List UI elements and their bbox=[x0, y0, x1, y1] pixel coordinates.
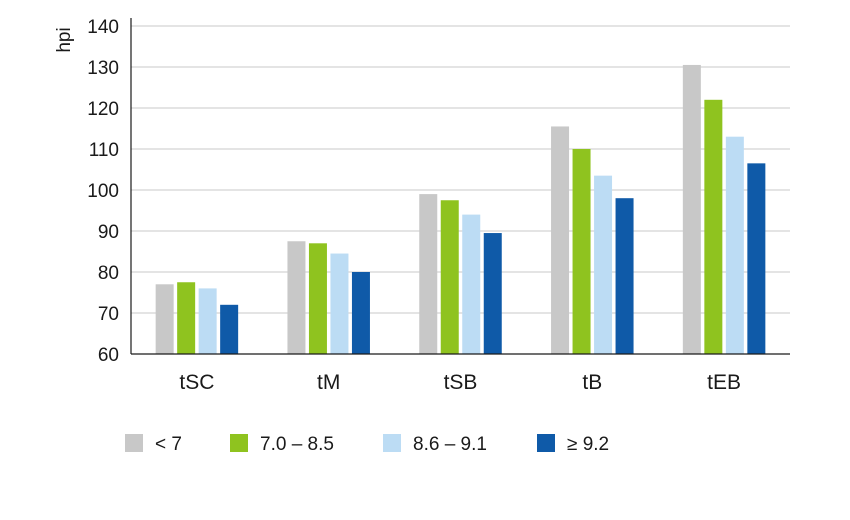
legend-item-1: < 7 bbox=[125, 434, 182, 455]
legend-swatch bbox=[537, 434, 555, 452]
x-tick-label: tB bbox=[582, 371, 602, 394]
bar-tB-series-4 bbox=[615, 198, 634, 354]
axes bbox=[130, 18, 790, 355]
bar-tSC-series-3 bbox=[198, 288, 217, 354]
x-tick-label: tM bbox=[317, 371, 340, 394]
y-tick-label: 80 bbox=[98, 263, 119, 284]
y-tick-label: 140 bbox=[87, 17, 119, 38]
bar-tEB-series-1 bbox=[682, 64, 701, 354]
bar-tSB-series-4 bbox=[483, 233, 502, 354]
bar-tEB-series-2 bbox=[704, 99, 723, 354]
bar-tSB-series-3 bbox=[462, 214, 481, 354]
bar-tM-series-2 bbox=[308, 243, 327, 354]
bar-tSC-series-1 bbox=[155, 284, 174, 354]
legend-label: < 7 bbox=[155, 434, 182, 455]
gridlines bbox=[131, 25, 790, 314]
bar-tM-series-3 bbox=[330, 253, 349, 354]
bar-tB-series-1 bbox=[551, 126, 570, 354]
y-tick-label: 90 bbox=[98, 222, 119, 243]
x-tick-label: tSB bbox=[444, 371, 478, 394]
y-tick-label: 110 bbox=[89, 140, 119, 161]
x-tick-label: tSC bbox=[179, 371, 214, 394]
bar-tSC-series-4 bbox=[220, 304, 239, 354]
bar-tEB-series-3 bbox=[725, 136, 744, 354]
y-tick-label: 70 bbox=[98, 304, 119, 325]
legend: < 7 7.0 – 8.5 8.6 – 9.1 ≥ 9.2 bbox=[125, 434, 609, 455]
bar-tEB-series-4 bbox=[747, 163, 766, 354]
legend-label: ≥ 9.2 bbox=[567, 434, 609, 455]
bar-tM-series-1 bbox=[287, 241, 306, 354]
bar-tB-series-3 bbox=[594, 175, 613, 354]
x-tick-label: tEB bbox=[707, 371, 741, 394]
bar-tSC-series-2 bbox=[177, 282, 196, 354]
tick-labels: 60 70 80 90 100 110 120 130 140 tSC tM tSB tB tEB bbox=[87, 17, 741, 394]
legend-item-3: 8.6 – 9.1 bbox=[383, 434, 487, 455]
bar-tB-series-2 bbox=[572, 149, 591, 354]
bars bbox=[155, 64, 766, 354]
y-tick-label: 130 bbox=[87, 58, 119, 79]
y-tick-label: 100 bbox=[87, 181, 119, 202]
bar-tSB-series-2 bbox=[440, 200, 459, 354]
y-tick-label: 120 bbox=[87, 99, 119, 120]
legend-swatch bbox=[230, 434, 248, 452]
legend-label: 7.0 – 8.5 bbox=[260, 434, 334, 455]
legend-item-2: 7.0 – 8.5 bbox=[230, 434, 334, 455]
legend-swatch bbox=[125, 434, 143, 452]
bar-tSB-series-1 bbox=[419, 194, 438, 354]
y-axis-title: hpi bbox=[54, 27, 75, 52]
bar-tM-series-4 bbox=[351, 272, 370, 354]
legend-label: 8.6 – 9.1 bbox=[413, 434, 487, 455]
legend-swatch bbox=[383, 434, 401, 452]
legend-item-4: ≥ 9.2 bbox=[537, 434, 609, 455]
y-tick-label: 60 bbox=[98, 345, 119, 366]
